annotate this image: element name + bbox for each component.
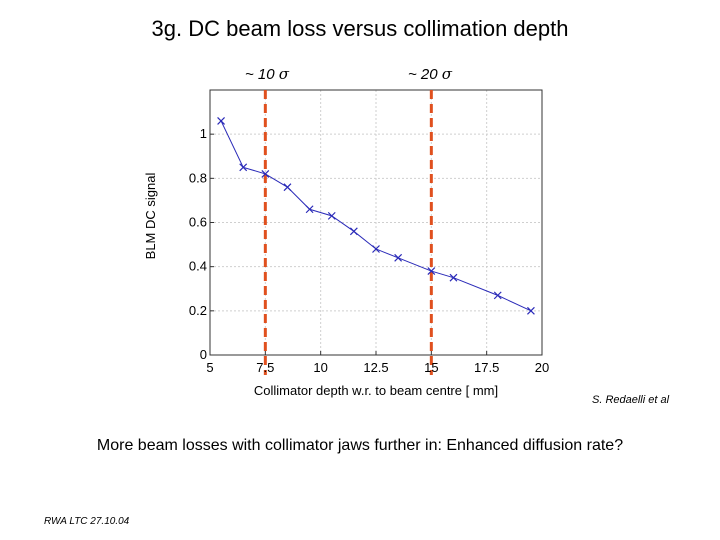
marker-stroke (327, 211, 336, 220)
x-tick-label: 7.5 (256, 360, 274, 375)
data-point-marker (527, 306, 535, 315)
marker-label-20-sigma: ~ 20 σ (408, 65, 452, 83)
data-point-marker (493, 291, 502, 300)
data-point-marker (349, 227, 358, 236)
data-point-marker (327, 211, 336, 220)
footer-text: RWA LTC 27.10.04 (44, 516, 130, 527)
data-point-marker (261, 169, 270, 178)
data-point-marker (449, 273, 458, 282)
marker-label-10-sigma: ~ 10 σ (245, 65, 289, 83)
sigma-symbol: σ (441, 65, 453, 83)
data-point-marker (283, 183, 292, 192)
tick-layer (209, 133, 543, 356)
credit-text: S. Redaelli et al (592, 394, 670, 406)
y-tick-label: 0 (200, 347, 207, 362)
data-point-marker (372, 245, 380, 253)
data-point-marker (394, 253, 403, 262)
y-tick-label: 0.8 (189, 170, 207, 185)
marker-stroke (449, 273, 458, 282)
y-tick-label: 0.6 (189, 215, 207, 230)
marker-stroke (493, 291, 502, 300)
x-tick-label: 20 (535, 360, 549, 375)
marker-stroke (394, 253, 403, 262)
y-tick-label: 0.4 (189, 259, 207, 274)
slide-title: 3g. DC beam loss versus collimation dept… (151, 16, 569, 41)
marker-stroke (372, 245, 380, 253)
marker-stroke (261, 169, 270, 178)
marker-stroke (427, 267, 436, 276)
label-layer: 5 7.5 10 12.5 15 17.5 20 0 0.2 0.4 0.6 0.8 1 (189, 126, 549, 375)
data-point-marker (239, 163, 248, 172)
x-axis-label: Collimator depth w.r. to beam centre [ m… (254, 383, 498, 398)
marker-stroke (305, 205, 314, 214)
marker-stroke (283, 183, 292, 192)
data-point-marker (217, 116, 225, 125)
marker-stroke (217, 116, 225, 125)
marker-label-20-sigma-prefix: ~ 20 (408, 66, 442, 83)
x-tick-label: 15 (424, 360, 438, 375)
x-tick-label: 5 (206, 360, 213, 375)
grid-layer (209, 90, 543, 356)
x-tick-label: 12.5 (363, 360, 388, 375)
x-tick-label: 10 (313, 360, 327, 375)
conclusion-text: More beam losses with collimator jaws fu… (96, 437, 624, 454)
y-tick-label: 0.2 (189, 303, 207, 318)
series-layer (217, 116, 535, 315)
marker-label-10-sigma-prefix: ~ 10 (245, 66, 279, 83)
marker-stroke (239, 163, 248, 172)
data-point-marker (427, 267, 436, 276)
y-axis-label: BLM DC signal (143, 173, 158, 260)
y-tick-label: 1 (200, 126, 207, 141)
sigma-symbol: σ (278, 65, 290, 83)
marker-stroke (527, 306, 535, 315)
vline-layer (263, 90, 433, 375)
x-tick-label: 17.5 (474, 360, 499, 375)
data-point-marker (305, 205, 314, 214)
marker-stroke (349, 227, 358, 236)
